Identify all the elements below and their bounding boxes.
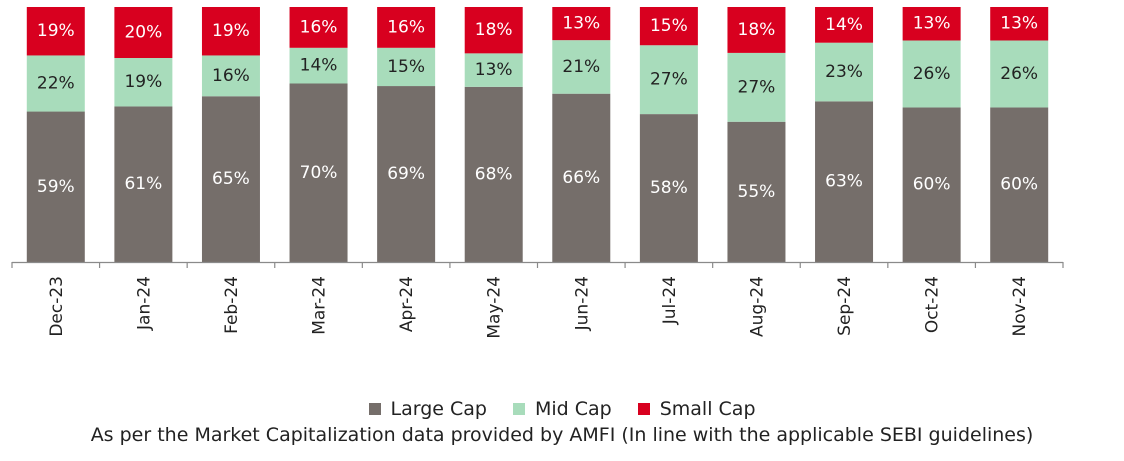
bar-mid-cap-jun-24 <box>552 40 611 94</box>
bar-large-cap-nov-24 <box>990 107 1049 262</box>
x-axis: Dec-23 Jan-24 Feb-24 Mar-24 Apr-24 May-24 Jun-… <box>11 261 1064 339</box>
legend-swatch-mid-cap <box>512 403 525 415</box>
bar-small-cap-dec-23 <box>26 7 85 56</box>
data-label-large-cap-jun-24: 66% <box>562 168 600 188</box>
bar-large-cap-oct-24 <box>902 107 961 262</box>
data-label-large-cap-mar-24: 70% <box>300 163 338 183</box>
data-label-large-cap-dec-23: 59% <box>37 177 75 197</box>
bars-layer <box>26 7 1049 262</box>
bar-large-cap-jul-24 <box>639 114 698 262</box>
bar-large-cap-mar-24 <box>289 83 348 262</box>
bar-large-cap-jan-24 <box>114 106 173 262</box>
legend-swatch-small-cap <box>637 403 650 415</box>
legend-label-large-cap: Large Cap <box>390 398 487 420</box>
data-label-mid-cap-aug-24: 27% <box>738 77 776 97</box>
data-label-large-cap-oct-24: 60% <box>913 175 951 195</box>
data-label-small-cap-apr-24: 16% <box>387 17 425 37</box>
data-label-small-cap-jan-24: 20% <box>124 23 162 43</box>
data-label-small-cap-sep-24: 14% <box>825 15 863 35</box>
bar-mid-cap-sep-24 <box>815 42 874 102</box>
data-label-mid-cap-jun-24: 21% <box>562 57 600 77</box>
data-label-mid-cap-jan-24: 19% <box>124 72 162 92</box>
bar-small-cap-feb-24 <box>201 7 260 56</box>
data-label-mid-cap-oct-24: 26% <box>913 64 951 84</box>
bar-small-cap-may-24 <box>464 7 523 54</box>
bar-small-cap-jan-24 <box>114 7 173 58</box>
bar-mid-cap-apr-24 <box>377 47 436 87</box>
bar-mid-cap-mar-24 <box>289 47 348 84</box>
data-label-mid-cap-feb-24: 16% <box>212 66 250 86</box>
data-label-large-cap-aug-24: 55% <box>738 182 776 202</box>
legend-label-mid-cap: Mid Cap <box>534 398 612 420</box>
bar-large-cap-dec-23 <box>26 111 85 262</box>
data-label-small-cap-dec-23: 19% <box>37 21 75 41</box>
bar-mid-cap-oct-24 <box>902 40 961 108</box>
data-label-mid-cap-nov-24: 26% <box>1000 64 1038 84</box>
data-label-large-cap-apr-24: 69% <box>387 164 425 184</box>
bar-large-cap-aug-24 <box>727 121 786 262</box>
data-label-mid-cap-dec-23: 22% <box>37 74 75 94</box>
data-label-small-cap-feb-24: 19% <box>212 21 250 41</box>
data-label-large-cap-feb-24: 65% <box>212 169 250 189</box>
data-label-large-cap-jul-24: 58% <box>650 178 688 198</box>
x-tick-label-oct-24: Oct-24 <box>923 276 943 333</box>
data-label-small-cap-jun-24: 13% <box>562 14 600 34</box>
bar-mid-cap-dec-23 <box>26 55 85 112</box>
legend-label-small-cap: Small Cap <box>659 398 756 420</box>
x-tick-label-jul-24: Jul-24 <box>660 276 680 325</box>
bar-small-cap-nov-24 <box>990 7 1049 41</box>
bar-small-cap-mar-24 <box>289 7 348 48</box>
x-tick-label-mar-24: Mar-24 <box>310 276 330 335</box>
bar-large-cap-apr-24 <box>377 86 436 262</box>
x-tick-label-jun-24: Jun-24 <box>572 276 592 331</box>
data-label-mid-cap-may-24: 13% <box>475 60 513 80</box>
bar-mid-cap-nov-24 <box>990 40 1049 108</box>
x-tick-label-may-24: May-24 <box>485 276 505 339</box>
bar-large-cap-may-24 <box>464 86 523 262</box>
data-label-mid-cap-mar-24: 14% <box>300 56 338 76</box>
x-tick-label-apr-24: Apr-24 <box>397 276 417 332</box>
bar-mid-cap-aug-24 <box>727 52 786 122</box>
bar-small-cap-oct-24 <box>902 7 961 41</box>
legend-swatch-large-cap <box>368 403 381 415</box>
bar-large-cap-jun-24 <box>552 93 611 262</box>
bar-mid-cap-jul-24 <box>639 45 698 115</box>
data-label-small-cap-nov-24: 13% <box>1000 14 1038 34</box>
data-label-large-cap-jan-24: 61% <box>124 174 162 194</box>
data-label-large-cap-nov-24: 60% <box>1000 175 1038 195</box>
bar-small-cap-jun-24 <box>552 7 611 41</box>
data-label-large-cap-sep-24: 63% <box>825 172 863 192</box>
x-tick-label-feb-24: Feb-24 <box>222 276 242 334</box>
x-tick-label-jan-24: Jan-24 <box>134 276 154 331</box>
x-tick-label-aug-24: Aug-24 <box>747 276 767 337</box>
bar-small-cap-apr-24 <box>377 7 436 48</box>
bar-mid-cap-feb-24 <box>201 55 260 97</box>
data-label-mid-cap-sep-24: 23% <box>825 62 863 82</box>
data-label-mid-cap-jul-24: 27% <box>650 70 688 90</box>
bar-small-cap-jul-24 <box>639 7 698 46</box>
x-tick-label-nov-24: Nov-24 <box>1010 276 1030 337</box>
bar-mid-cap-jan-24 <box>114 58 173 107</box>
data-labels-layer: 59% 22% 19% 61% 19% 20% 65% 16% 19% 70% 14% 16% 69% 1… <box>37 14 1038 202</box>
data-label-small-cap-mar-24: 16% <box>300 17 338 37</box>
bar-large-cap-sep-24 <box>815 101 874 262</box>
bar-small-cap-aug-24 <box>727 7 786 53</box>
bar-small-cap-sep-24 <box>815 7 874 43</box>
x-tick-label-sep-24: Sep-24 <box>835 276 855 336</box>
data-label-large-cap-may-24: 68% <box>475 164 513 184</box>
data-label-small-cap-aug-24: 18% <box>738 20 776 40</box>
footnote: As per the Market Capitalization data pr… <box>90 424 1034 446</box>
legend-item-mid-cap[interactable]: Mid Cap <box>512 398 612 420</box>
data-label-small-cap-oct-24: 13% <box>913 14 951 34</box>
bar-mid-cap-may-24 <box>464 53 523 87</box>
data-label-small-cap-may-24: 18% <box>475 20 513 40</box>
legend: Large Cap Mid Cap Small Cap <box>0 394 1124 424</box>
x-tick-label-dec-23: Dec-23 <box>47 276 67 337</box>
data-label-small-cap-jul-24: 15% <box>650 16 688 36</box>
bar-large-cap-feb-24 <box>201 96 260 262</box>
legend-item-large-cap[interactable]: Large Cap <box>368 398 487 420</box>
data-label-mid-cap-apr-24: 15% <box>387 57 425 77</box>
legend-item-small-cap[interactable]: Small Cap <box>637 398 756 420</box>
